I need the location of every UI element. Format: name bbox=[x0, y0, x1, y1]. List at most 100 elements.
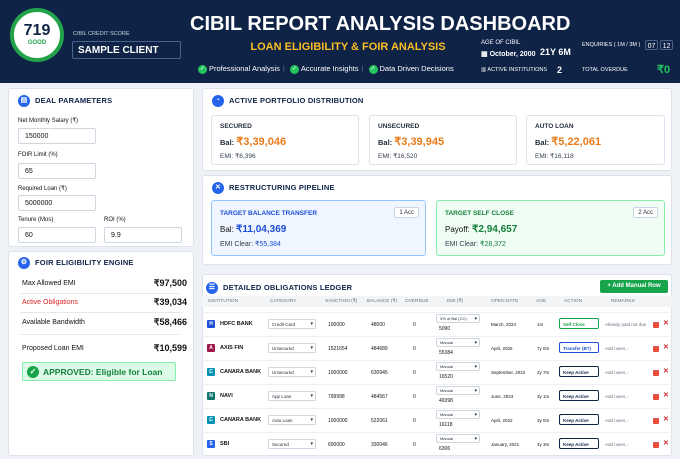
column-header: CATEGORY bbox=[270, 299, 297, 304]
credit-score-label: CIBIL CREDIT SCORE bbox=[73, 31, 130, 37]
active-obligations-value: ₹39,034 bbox=[153, 297, 187, 307]
emi-mode-select[interactable]: 3% of Bal (CC) bbox=[436, 314, 480, 323]
edit-icon[interactable] bbox=[653, 370, 659, 376]
remarks-input[interactable]: Add notes... bbox=[605, 394, 630, 399]
remarks-input[interactable]: Add notes... bbox=[605, 370, 630, 375]
ledger-header-row bbox=[202, 296, 672, 307]
edit-icon[interactable] bbox=[653, 394, 659, 400]
action-select[interactable]: Transfer (BT) bbox=[559, 342, 599, 353]
add-manual-row-button[interactable]: + Add Manual Row bbox=[600, 280, 668, 293]
table-row: C CANARA BANK Unsecured 1000000 630945 0 Manua… bbox=[202, 360, 672, 384]
category-select[interactable]: Auto Loan bbox=[268, 415, 316, 425]
sanction-amount: 1000000 bbox=[328, 370, 348, 376]
bank-logo-icon: S bbox=[207, 440, 215, 448]
check-circle-icon: ✓ bbox=[27, 366, 39, 378]
calendar-icon: ▦ bbox=[481, 51, 490, 58]
balance-amount: 484567 bbox=[371, 394, 388, 400]
category-select[interactable]: Secured bbox=[268, 439, 316, 449]
balance-amount: 330046 bbox=[371, 442, 388, 448]
max-emi-label: Max Allowed EMI bbox=[22, 280, 76, 287]
enquiries-3m: 12 bbox=[660, 40, 673, 50]
delete-icon[interactable]: ✕ bbox=[663, 320, 669, 327]
tenure-input[interactable]: 60 bbox=[18, 227, 96, 243]
open-date: April, 2025 bbox=[491, 346, 513, 351]
max-emi-value: ₹97,500 bbox=[153, 278, 187, 288]
delete-icon[interactable]: ✕ bbox=[663, 368, 669, 375]
emi-amount: 55384 bbox=[439, 350, 453, 356]
total-overdue-label: TOTAL OVERDUE bbox=[582, 67, 628, 73]
open-date: September, 2022 bbox=[491, 370, 526, 375]
column-header: OPEN DATE bbox=[491, 299, 519, 304]
delete-icon[interactable]: ✕ bbox=[663, 440, 669, 447]
action-select[interactable]: Keep Active bbox=[559, 390, 599, 401]
action-select[interactable]: Keep Active bbox=[559, 438, 599, 449]
portfolio-card-unsecured: UNSECURED Bal: ₹3,39,945 EMI: ₹16,520 bbox=[369, 115, 517, 165]
edit-icon[interactable] bbox=[653, 418, 659, 424]
proposed-emi-label: Proposed Loan EMI bbox=[22, 345, 84, 352]
emi-amount: 6306 bbox=[439, 446, 451, 452]
balance-amount: 522061 bbox=[371, 418, 388, 424]
action-select[interactable]: Keep Active bbox=[559, 414, 599, 425]
check-icon: ✓ bbox=[198, 64, 207, 74]
edit-icon[interactable] bbox=[653, 346, 659, 352]
bank-logo-icon: N bbox=[207, 392, 215, 400]
portfolio-card-balance: Bal: ₹5,22,061 bbox=[535, 136, 602, 148]
overdue-amount: 0 bbox=[413, 322, 416, 328]
balance-amount: 48000 bbox=[371, 322, 385, 328]
open-date: January, 2021 bbox=[491, 442, 520, 447]
total-overdue-value: ₹0 bbox=[657, 64, 671, 76]
balance-transfer-title: TARGET BALANCE TRANSFER bbox=[220, 210, 318, 217]
feature-checks: ✓ Professional Analysis | ✓ Accurate Insigh… bbox=[198, 64, 454, 74]
overdue-amount: 0 bbox=[413, 442, 416, 448]
institution-name: NAVI bbox=[220, 393, 233, 399]
roi-input[interactable]: 9.9 bbox=[104, 227, 182, 243]
delete-icon[interactable]: ✕ bbox=[663, 416, 669, 423]
edit-icon[interactable] bbox=[653, 322, 659, 328]
required-loan-input[interactable]: 5000000 bbox=[18, 195, 96, 211]
category-select[interactable]: App Loan bbox=[268, 391, 316, 401]
active-obligations-label: Active Obligations bbox=[22, 299, 79, 306]
age-of-cibil-value: 21Y 6M bbox=[540, 47, 571, 57]
sanction-amount: 600000 bbox=[328, 442, 345, 448]
pipeline-title: ✕ RESTRUCTURING PIPELINE bbox=[212, 182, 335, 194]
bank-logo-icon: C bbox=[207, 368, 215, 376]
category-select[interactable]: Credit Card bbox=[268, 319, 316, 329]
foir-limit-input[interactable]: 65 bbox=[18, 163, 96, 179]
page-title: CIBIL REPORT ANALYSIS DASHBOARD bbox=[190, 13, 571, 35]
emi-mode-select[interactable]: Manual bbox=[436, 410, 480, 419]
remarks-input[interactable]: Add notes... bbox=[605, 346, 630, 351]
salary-input[interactable]: 150000 bbox=[18, 128, 96, 144]
self-close-card: TARGET SELF CLOSE 2 Acc Payoff: ₹2,94,65… bbox=[436, 200, 665, 256]
building-icon: ▥ bbox=[481, 67, 488, 73]
action-select[interactable]: Keep Active bbox=[559, 366, 599, 377]
foir-engine-panel bbox=[8, 251, 194, 456]
emi-mode-select[interactable]: Manual bbox=[436, 386, 480, 395]
action-select[interactable]: Self Close bbox=[559, 318, 599, 329]
account-age: 2y 7m bbox=[537, 370, 550, 375]
delete-icon[interactable]: ✕ bbox=[663, 392, 669, 399]
category-select[interactable]: Unsecured bbox=[268, 343, 316, 353]
required-loan-label: Required Loan (₹) bbox=[18, 186, 67, 192]
portfolio-card-name: UNSECURED bbox=[378, 123, 420, 130]
emi-amount: 16118 bbox=[439, 422, 453, 428]
overdue-amount: 0 bbox=[413, 346, 416, 352]
category-select[interactable]: Unsecured bbox=[268, 367, 316, 377]
remarks-input[interactable]: Add notes... bbox=[605, 442, 630, 447]
edit-icon[interactable] bbox=[653, 442, 659, 448]
emi-mode-select[interactable]: Manual bbox=[436, 362, 480, 371]
account-age: 7y 0m bbox=[537, 346, 550, 351]
delete-icon[interactable]: ✕ bbox=[663, 344, 669, 351]
remarks-input[interactable]: Add notes... bbox=[605, 418, 630, 423]
emi-amount: 16520 bbox=[439, 374, 453, 380]
approval-status-badge: ✓ APPROVED: Eligible for Loan bbox=[22, 362, 176, 381]
remarks-input[interactable]: Already paid not due bbox=[605, 322, 647, 327]
account-age: 1m bbox=[537, 322, 544, 327]
overdue-amount: 0 bbox=[413, 418, 416, 424]
self-close-count: 2 Acc bbox=[633, 207, 658, 218]
portfolio-card-secured: SECURED Bal: ₹3,39,046 EMI: ₹6,396 bbox=[211, 115, 359, 165]
portfolio-card-name: AUTO LOAN bbox=[535, 123, 574, 130]
bank-logo-icon: C bbox=[207, 416, 215, 424]
emi-mode-select[interactable]: Manual bbox=[436, 338, 480, 347]
emi-mode-select[interactable]: Manual bbox=[436, 434, 480, 443]
